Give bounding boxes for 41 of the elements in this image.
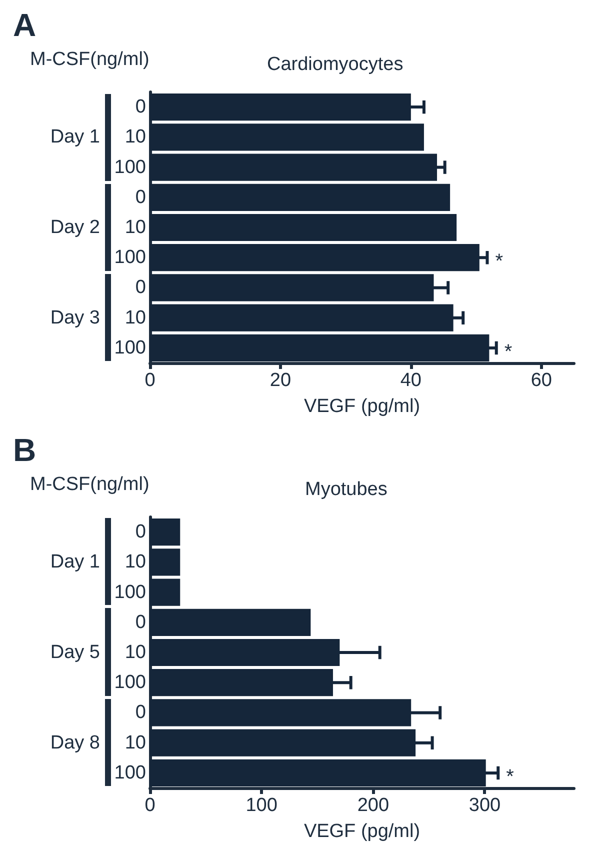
y-tick-label: 0 [135, 277, 146, 298]
x-tick-label: 300 [468, 794, 501, 816]
data-label: * [506, 765, 514, 788]
y-tick-label: 0 [135, 521, 146, 542]
text: Day 8 [50, 732, 100, 753]
text: Day 1 [50, 126, 100, 148]
x-axis-title: VEGF (pg/ml) [304, 396, 420, 417]
y-tick-label: 0 [135, 702, 146, 723]
y-tick-label: 10 [124, 126, 146, 148]
y-tick-label: 0 [135, 611, 146, 632]
text: Day 3 [50, 307, 100, 328]
y-tick-label: 0 [135, 96, 146, 118]
y-tick-label: 10 [124, 217, 146, 238]
x-tick-label: 60 [530, 370, 552, 391]
chart-title: B [13, 432, 36, 468]
y-axis-title: M-CSF(ng/ml) [30, 474, 150, 494]
y-tick-label: 10 [124, 732, 146, 753]
chart-title: A [13, 7, 36, 43]
data-label: * [495, 250, 504, 273]
chart-subtitle: Myotubes [305, 478, 388, 500]
y-tick-label: 100 [114, 247, 146, 268]
y-tick-label: 100 [114, 156, 146, 178]
y-tick-label: 100 [114, 581, 146, 602]
x-tick-label: 100 [246, 794, 278, 816]
x-tick-label: 40 [400, 370, 422, 391]
chart-subtitle: Cardiomyocytes [267, 54, 404, 75]
y-tick-label: 10 [124, 307, 146, 328]
text: Day 2 [50, 217, 100, 238]
y-tick-label: 0 [135, 186, 146, 208]
text: Day 1 [50, 551, 100, 572]
y-tick-label: 10 [124, 551, 146, 572]
y-tick-label: 100 [114, 762, 146, 783]
x-tick-label: 200 [357, 794, 390, 816]
y-tick-label: 100 [114, 337, 146, 358]
text: Day 5 [50, 642, 100, 662]
y-axis-title: M-CSF(ng/ml) [30, 49, 150, 70]
y-tick-label: 100 [114, 672, 146, 693]
x-tick-label: 20 [270, 370, 292, 391]
y-tick-label: 10 [124, 642, 146, 662]
x-axis-title: VEGF (pg/ml) [304, 820, 420, 842]
data-label: * [504, 340, 512, 363]
